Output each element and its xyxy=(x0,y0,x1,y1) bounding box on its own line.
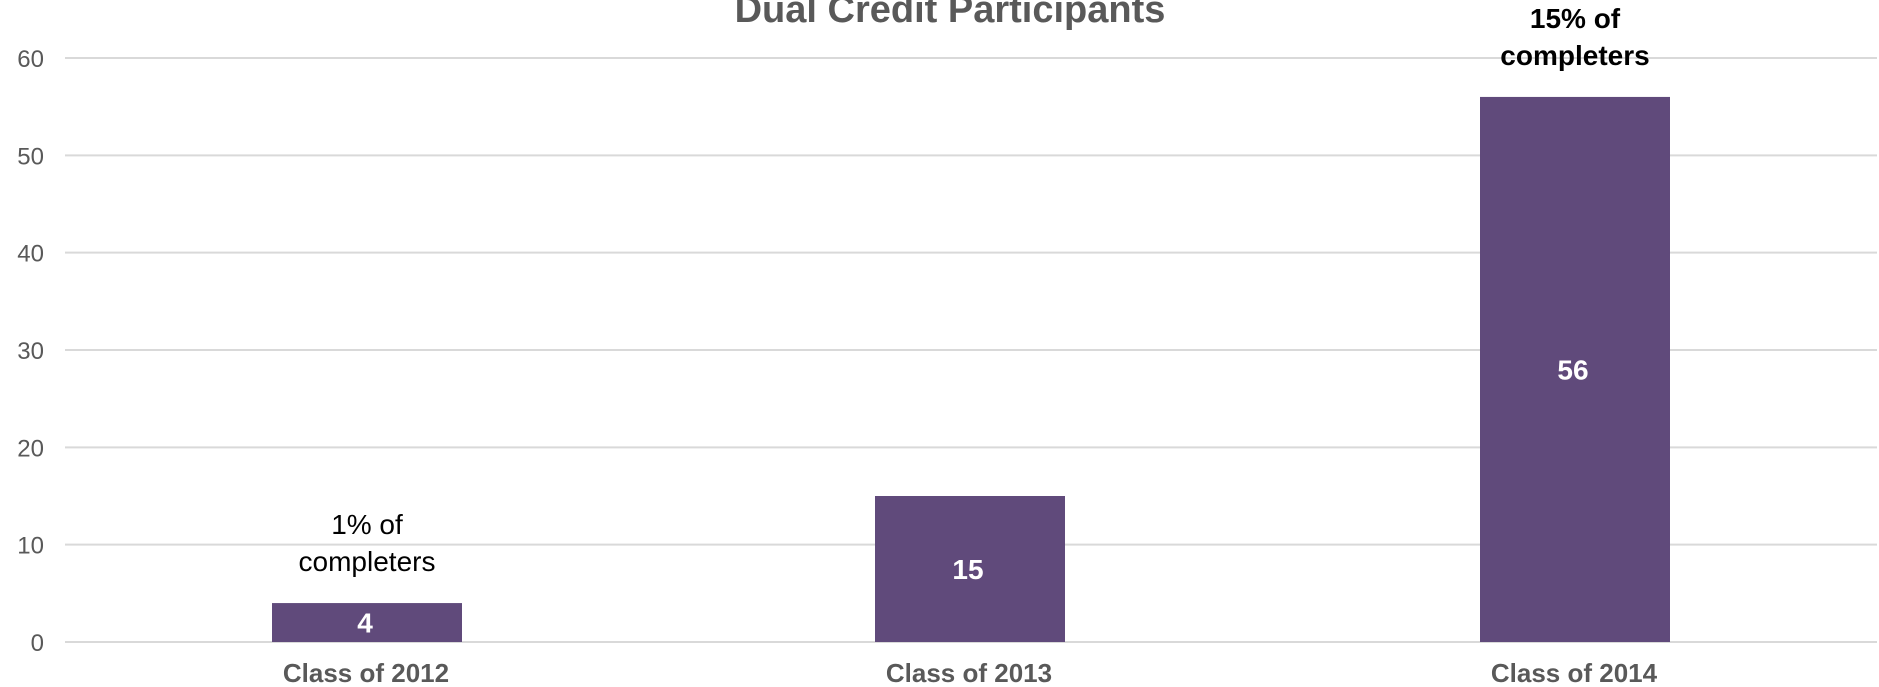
value-labels: 4 15 56 xyxy=(357,354,1588,638)
bar-value-label: 56 xyxy=(1557,354,1588,385)
gridlines xyxy=(65,57,1877,643)
x-category-label: Class of 2012 xyxy=(283,658,449,687)
bar-value-label: 4 xyxy=(357,608,373,639)
annotation-label: completers xyxy=(1500,40,1649,71)
x-category-label: Class of 2014 xyxy=(1491,658,1658,687)
annotation-label: 1% of xyxy=(331,509,403,540)
x-category-label: Class of 2013 xyxy=(886,658,1052,687)
bar-value-label: 15 xyxy=(952,554,983,585)
annotation-label: 15% of xyxy=(1530,3,1621,34)
y-tick-label: 0 xyxy=(31,630,44,657)
y-tick-label: 20 xyxy=(17,435,44,462)
annotations: 1% of completers 15% of completers xyxy=(299,3,1650,577)
bar xyxy=(272,603,462,642)
y-axis-ticks: 0 10 20 30 40 50 60 xyxy=(17,46,44,657)
y-tick-label: 50 xyxy=(17,143,44,170)
x-axis-categories: Class of 2012 Class of 2013 Class of 2014 xyxy=(283,658,1658,687)
y-tick-label: 60 xyxy=(17,46,44,73)
bar xyxy=(1480,96,1670,642)
chart-title: Dual Credit Participants xyxy=(735,0,1166,31)
annotation-label: completers xyxy=(299,546,436,577)
y-tick-label: 10 xyxy=(17,533,44,560)
bars xyxy=(272,96,1670,642)
y-tick-label: 40 xyxy=(17,241,44,268)
bar xyxy=(875,496,1065,642)
y-tick-label: 30 xyxy=(17,338,44,365)
